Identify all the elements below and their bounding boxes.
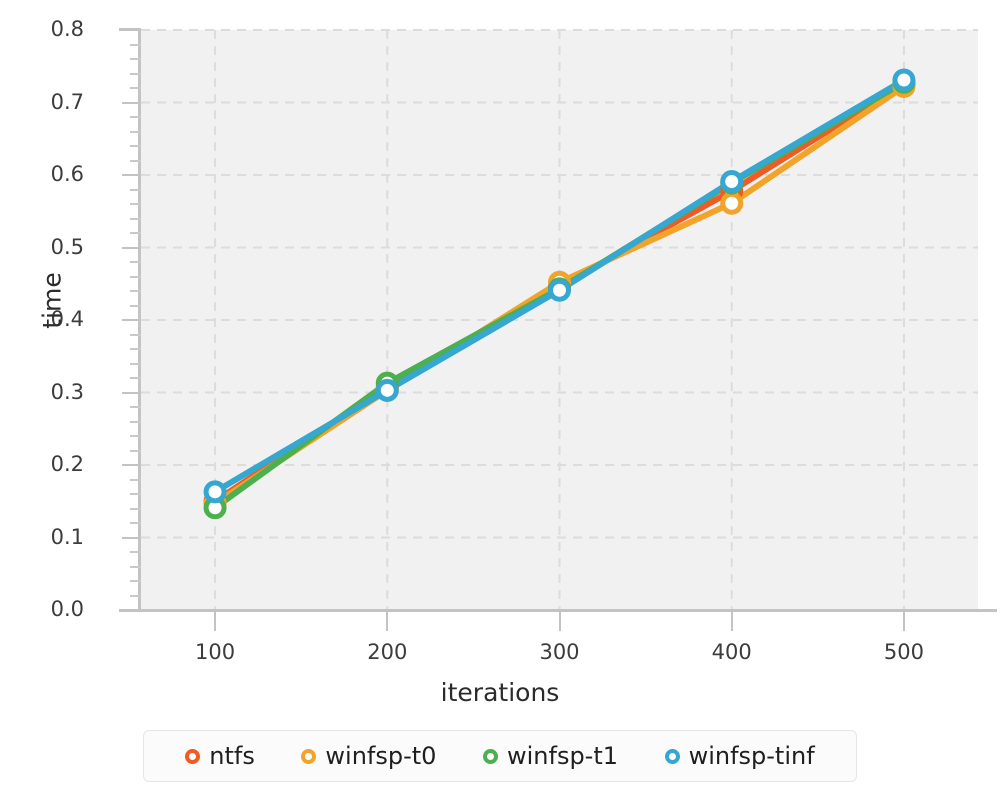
y-axis-minor-tick <box>130 478 141 481</box>
y-axis-tick-label: 0.0 <box>50 597 84 621</box>
y-axis-minor-tick <box>130 435 141 437</box>
y-axis-tick <box>122 29 141 31</box>
y-axis-minor-tick <box>130 232 141 234</box>
data-point-marker <box>548 278 571 302</box>
y-axis-tick <box>122 246 141 249</box>
y-axis-tick <box>122 391 141 394</box>
y-axis-minor-tick <box>130 145 141 147</box>
y-axis-minor-tick <box>130 116 141 118</box>
y-axis-minor-tick <box>130 551 141 553</box>
y-axis-tick-label: 0.1 <box>50 524 84 549</box>
data-point-marker <box>375 378 399 402</box>
y-axis-minor-tick <box>130 217 141 220</box>
y-axis-minor-tick <box>130 377 141 379</box>
legend-entry[interactable]: winfsp-t0 <box>301 744 436 768</box>
y-axis-minor-tick <box>130 188 141 191</box>
series-layer <box>203 68 916 520</box>
x-axis-tick-label: 300 <box>539 640 580 664</box>
y-axis-tick-label: 0.4 <box>50 307 84 331</box>
y-axis-minor-tick <box>130 420 141 423</box>
plot-area <box>141 29 978 610</box>
y-axis-minor-tick <box>130 580 141 582</box>
data-point-marker <box>720 191 744 215</box>
legend-label: ntfs <box>209 742 255 770</box>
y-axis-minor-tick <box>130 304 141 307</box>
legend-label: winfsp-t1 <box>506 742 619 770</box>
x-axis-tick-label: 200 <box>367 640 408 664</box>
y-axis-tick-label: 0.6 <box>50 162 84 186</box>
y-axis-tick-label: 0.2 <box>50 452 84 476</box>
y-axis-tick-label: 0.3 <box>50 379 84 404</box>
y-axis-minor-tick <box>130 43 141 46</box>
y-axis-tick <box>122 174 141 176</box>
data-point-marker <box>203 480 227 504</box>
legend-marker-icon <box>301 748 317 764</box>
chart-legend: ntfs winfsp-t0 winfsp-t1 winfsp-tinf <box>143 730 857 782</box>
y-axis-minor-tick <box>130 261 141 263</box>
y-axis-minor-tick <box>130 362 141 365</box>
y-axis-tick-label: 0.8 <box>50 17 84 41</box>
y-axis-minor-tick <box>130 275 141 278</box>
y-axis-minor-tick <box>130 449 141 452</box>
x-axis-tick-label: 100 <box>195 640 236 664</box>
y-axis-minor-tick <box>130 594 141 597</box>
y-axis-minor-tick <box>130 159 141 162</box>
y-axis-tick-label: 0.5 <box>50 234 84 259</box>
y-axis-minor-tick <box>130 565 141 568</box>
legend-marker-icon <box>482 748 498 764</box>
x-axis-tick <box>902 612 905 631</box>
x-axis-tick <box>386 612 389 631</box>
x-axis-tick <box>730 612 733 631</box>
y-axis-tick-label: 0.7 <box>50 89 84 114</box>
legend-marker-icon <box>664 748 680 764</box>
y-axis-minor-tick <box>130 72 141 75</box>
y-axis-minor-tick <box>130 406 141 408</box>
legend-marker-icon <box>185 748 201 764</box>
y-axis-minor-tick <box>130 333 141 336</box>
y-axis-minor-tick <box>130 58 141 60</box>
y-axis-title: time <box>37 272 67 329</box>
x-axis-spine <box>119 609 997 612</box>
x-axis-tick-label: 500 <box>883 640 924 664</box>
y-axis-minor-tick <box>130 130 141 133</box>
x-axis-tick <box>214 612 217 631</box>
y-axis-minor-tick <box>130 290 141 292</box>
data-point-marker <box>892 68 916 92</box>
legend-label: winfsp-tinf <box>688 742 815 770</box>
y-axis-minor-tick <box>130 203 141 205</box>
y-axis-minor-tick <box>130 87 141 89</box>
y-axis-tick <box>122 319 141 321</box>
x-axis-tick <box>558 612 561 631</box>
y-axis-tick <box>122 464 141 466</box>
legend-entry[interactable]: winfsp-tinf <box>664 742 815 770</box>
y-axis-minor-tick <box>130 348 141 350</box>
y-axis-tick <box>122 101 141 104</box>
x-axis-tick-label: 400 <box>711 640 752 664</box>
y-axis-minor-tick <box>130 493 141 495</box>
data-point-marker <box>720 170 744 194</box>
x-axis-title: iterations <box>440 678 560 707</box>
grid-layer <box>141 29 978 610</box>
legend-entry[interactable]: ntfs <box>185 744 255 768</box>
y-axis-tick <box>122 536 141 539</box>
y-axis-minor-tick <box>130 507 141 510</box>
legend-entry[interactable]: winfsp-t1 <box>482 742 619 770</box>
legend-label: winfsp-t0 <box>325 742 437 770</box>
y-axis-tick <box>122 609 141 611</box>
y-axis-minor-tick <box>130 522 141 524</box>
